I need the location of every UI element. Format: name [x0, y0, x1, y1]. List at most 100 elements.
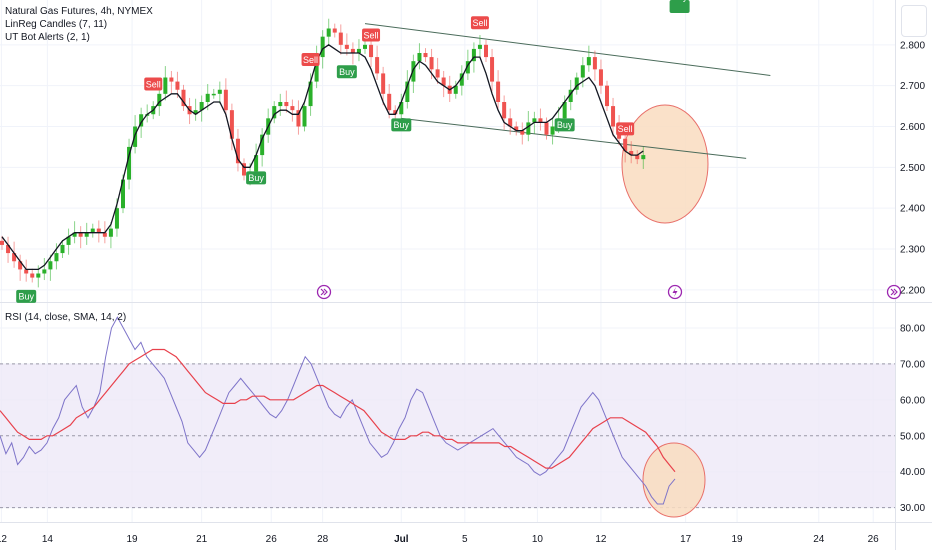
- candle-body[interactable]: [24, 269, 29, 274]
- sell-signal[interactable]: Sell: [362, 28, 381, 42]
- candle-body[interactable]: [459, 73, 464, 86]
- candle-body[interactable]: [60, 244, 65, 254]
- candle-body[interactable]: [598, 69, 603, 86]
- candle-body[interactable]: [580, 65, 585, 78]
- candle-body[interactable]: [484, 44, 488, 58]
- candle-body[interactable]: [629, 151, 634, 156]
- candle-body[interactable]: [102, 232, 107, 237]
- candle-body[interactable]: [417, 53, 422, 62]
- candle-body[interactable]: [278, 102, 283, 107]
- channel-upper-line[interactable]: [364, 23, 771, 76]
- candle-body[interactable]: [356, 48, 361, 53]
- symbol-title[interactable]: Natural Gas Futures, 4h, NYMEX: [5, 6, 153, 17]
- candle-body[interactable]: [369, 44, 374, 58]
- candle-body[interactable]: [108, 228, 113, 237]
- candle-body[interactable]: [411, 61, 416, 82]
- candle-body[interactable]: [514, 126, 519, 131]
- candle-body[interactable]: [435, 69, 440, 78]
- candle-body[interactable]: [229, 110, 234, 139]
- candle-body[interactable]: [90, 228, 95, 233]
- candle-body[interactable]: [30, 273, 35, 278]
- rsi-legend[interactable]: RSI (14, close, SMA, 14, 2): [5, 311, 126, 324]
- candle-body[interactable]: [490, 57, 495, 82]
- candle-body[interactable]: [471, 48, 476, 62]
- candle-body[interactable]: [429, 57, 434, 70]
- candle-body[interactable]: [36, 273, 41, 278]
- candle-body[interactable]: [121, 179, 125, 209]
- candle-body[interactable]: [453, 85, 458, 94]
- candle-body[interactable]: [42, 269, 47, 274]
- candle-body[interactable]: [605, 85, 609, 107]
- price-highlight-circle[interactable]: [621, 104, 709, 224]
- candle-body[interactable]: [72, 232, 77, 237]
- candle-body[interactable]: [242, 163, 246, 176]
- candle-body[interactable]: [641, 155, 646, 160]
- candle-body[interactable]: [477, 44, 482, 49]
- candle-body[interactable]: [399, 102, 404, 115]
- candle-body[interactable]: [308, 81, 313, 107]
- candle-body[interactable]: [520, 130, 525, 135]
- rsi-legend-label[interactable]: RSI (14, close, SMA, 14, 2): [5, 312, 127, 323]
- candle-body[interactable]: [18, 261, 23, 270]
- candle-body[interactable]: [314, 57, 319, 82]
- candle-body[interactable]: [562, 102, 567, 119]
- candle-body[interactable]: [235, 138, 240, 164]
- candle-body[interactable]: [338, 32, 343, 45]
- candle-body[interactable]: [54, 253, 59, 262]
- linreg-line[interactable]: [1, 44, 644, 271]
- rsi-pane[interactable]: [0, 316, 895, 518]
- channel-lower-line[interactable]: [401, 117, 747, 159]
- buy-signal[interactable]: Buy: [246, 171, 267, 185]
- candle-body[interactable]: [574, 77, 579, 90]
- candle-body[interactable]: [502, 102, 507, 119]
- candle-body[interactable]: [78, 232, 83, 237]
- candle-body[interactable]: [526, 122, 531, 135]
- sell-signal[interactable]: Sell: [301, 53, 320, 66]
- candle-body[interactable]: [320, 36, 325, 58]
- candle-body[interactable]: [260, 134, 265, 156]
- candle-body[interactable]: [6, 244, 11, 254]
- candle-body[interactable]: [532, 118, 537, 123]
- candle-body[interactable]: [423, 53, 428, 58]
- candle-body[interactable]: [508, 118, 513, 127]
- candle-body[interactable]: [181, 89, 186, 107]
- candle-body[interactable]: [139, 114, 144, 127]
- candle-body[interactable]: [284, 102, 289, 107]
- candle-body[interactable]: [326, 28, 331, 37]
- buy-signal[interactable]: Buy: [16, 289, 37, 303]
- rsi-ma-line[interactable]: [0, 348, 676, 473]
- candle-body[interactable]: [205, 93, 210, 102]
- candle-body[interactable]: [550, 126, 555, 135]
- candle-body[interactable]: [363, 44, 367, 49]
- candle-body[interactable]: [393, 110, 398, 115]
- candle-body[interactable]: [217, 89, 222, 94]
- candle-body[interactable]: [586, 57, 591, 66]
- candle-body[interactable]: [441, 77, 446, 86]
- candle-body[interactable]: [635, 155, 640, 160]
- candle-body[interactable]: [175, 81, 180, 90]
- candle-body[interactable]: [0, 240, 4, 245]
- utbot-legend[interactable]: UT Bot Alerts (2, 1): [5, 32, 90, 43]
- candle-body[interactable]: [538, 118, 543, 123]
- event-forward-icon[interactable]: [316, 284, 332, 300]
- buy-signal[interactable]: Buy: [554, 118, 575, 132]
- buy-signal[interactable]: Buy: [391, 118, 412, 132]
- candle-body[interactable]: [272, 106, 277, 119]
- candle-body[interactable]: [48, 261, 53, 270]
- candle-body[interactable]: [296, 110, 301, 127]
- chart-settings-button[interactable]: [901, 5, 927, 37]
- candle-body[interactable]: [405, 81, 410, 102]
- candle-body[interactable]: [544, 122, 549, 135]
- candle-body[interactable]: [169, 77, 174, 82]
- candle-body[interactable]: [381, 73, 386, 94]
- sell-signal[interactable]: Sell: [616, 122, 635, 136]
- candle-body[interactable]: [496, 81, 501, 102]
- candle-body[interactable]: [344, 44, 349, 49]
- rsi-line[interactable]: [0, 316, 676, 505]
- candle-body[interactable]: [84, 232, 89, 237]
- candle-body[interactable]: [163, 77, 168, 94]
- event-forward-icon[interactable]: [886, 284, 902, 300]
- event-lightning-icon[interactable]: [667, 284, 683, 300]
